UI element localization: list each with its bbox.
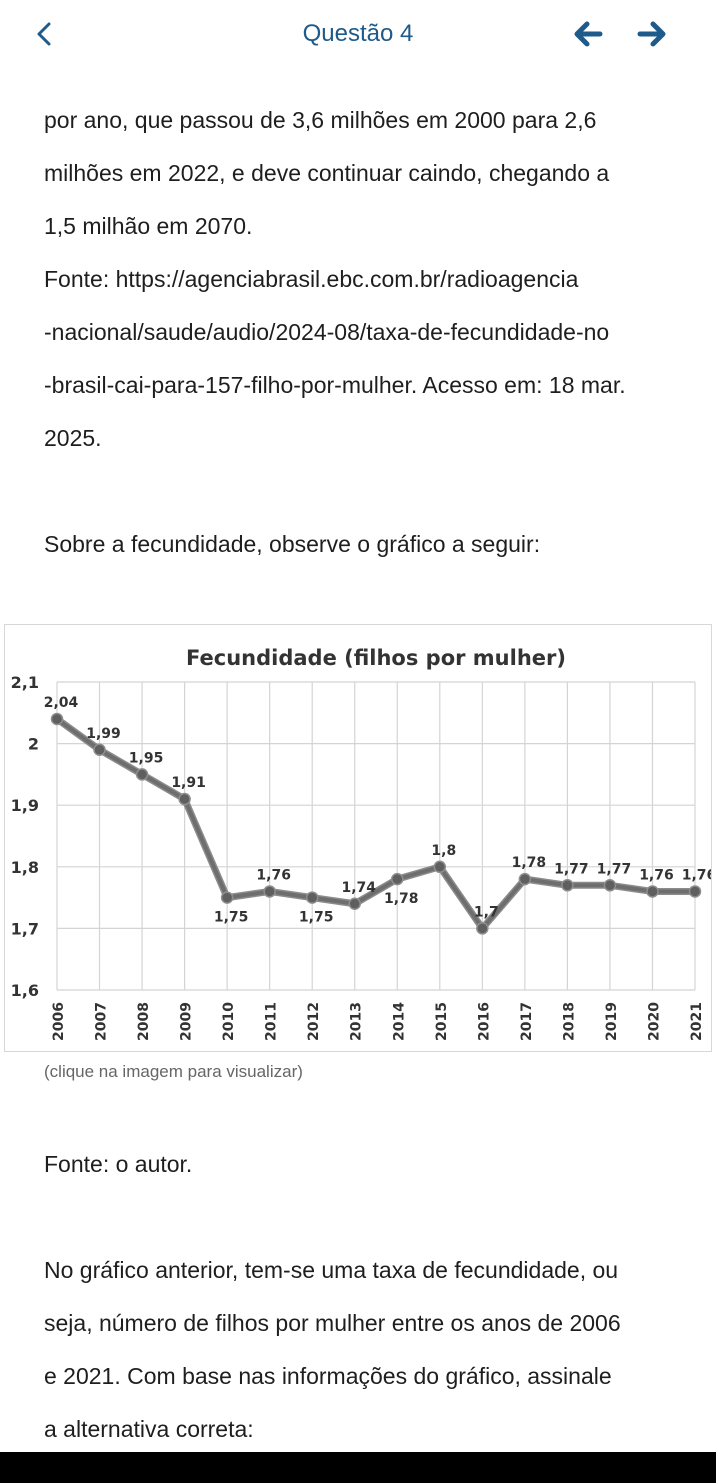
system-navigation-bar bbox=[0, 1452, 716, 1483]
data-point bbox=[476, 922, 489, 935]
back-button[interactable] bbox=[26, 16, 62, 52]
y-tick-label: 2 bbox=[28, 735, 39, 754]
data-point bbox=[561, 879, 574, 892]
data-label: 1,78 bbox=[384, 891, 419, 907]
data-point bbox=[263, 885, 276, 898]
x-tick-label: 2015 bbox=[434, 1002, 450, 1041]
data-label: 1,75 bbox=[214, 910, 249, 926]
data-label: 2,04 bbox=[44, 695, 79, 711]
x-tick-label: 2012 bbox=[306, 1002, 322, 1041]
series-line bbox=[55, 716, 697, 931]
data-label: 1,74 bbox=[341, 880, 376, 896]
x-tick-label: 2008 bbox=[136, 1002, 152, 1041]
data-label: 1,76 bbox=[682, 867, 711, 883]
prompt-text: Sobre a fecundidade, observe o gráfico a… bbox=[44, 531, 541, 557]
x-tick-label: 2020 bbox=[646, 1002, 662, 1041]
x-tick-label: 2018 bbox=[561, 1002, 577, 1041]
x-tick-label: 2007 bbox=[94, 1002, 110, 1041]
source-line: Fonte: https://agenciabrasil.ebc.com.br/… bbox=[44, 266, 579, 292]
chart-title: Fecundidade (filhos por mulher) bbox=[186, 646, 566, 670]
source-line: 2025. bbox=[44, 425, 102, 451]
data-point bbox=[433, 860, 447, 874]
data-label: 1,77 bbox=[554, 861, 589, 877]
next-question-button[interactable] bbox=[632, 16, 672, 52]
x-tick-label: 2013 bbox=[349, 1002, 365, 1041]
x-tick-label: 2014 bbox=[391, 1002, 407, 1041]
source-line: -nacional/saude/audio/2024-08/taxa-de-fe… bbox=[44, 319, 610, 345]
intro-line: por ano, que passou de 3,6 milhões em 20… bbox=[44, 107, 597, 133]
page-title: Questão 4 bbox=[302, 20, 414, 47]
data-point bbox=[50, 712, 64, 726]
x-tick-label: 2016 bbox=[476, 1002, 492, 1041]
fecundity-line-chart: Fecundidade (filhos por mulher) 1,6 1,7 1,8… bbox=[11, 646, 716, 1041]
data-point bbox=[391, 872, 404, 886]
x-tick-label: 2017 bbox=[519, 1002, 535, 1041]
data-point bbox=[688, 885, 702, 898]
data-label: 1,76 bbox=[639, 867, 674, 883]
y-tick-label: 1,8 bbox=[11, 858, 39, 877]
y-tick-label: 1,9 bbox=[11, 796, 39, 815]
x-tick-label: 2010 bbox=[221, 1002, 237, 1041]
chevron-left-icon bbox=[37, 22, 51, 46]
data-point bbox=[93, 743, 106, 757]
question-line: seja, número de filhos por mulher entre … bbox=[44, 1310, 621, 1336]
data-point bbox=[135, 768, 149, 781]
data-label: 1,77 bbox=[597, 861, 632, 877]
data-point bbox=[518, 872, 532, 886]
intro-line: milhões em 2022, e deve continuar caindo… bbox=[44, 160, 610, 186]
x-tick-label: 2009 bbox=[179, 1002, 195, 1041]
data-point bbox=[178, 792, 191, 806]
chart-image[interactable]: Fecundidade (filhos por mulher) 1,6 1,7 1,8… bbox=[4, 624, 716, 1052]
question-text: por ano, que passou de 3,6 milhões em 20… bbox=[44, 94, 680, 571]
source-line: -brasil-cai-para-157-filho-por-mulher. A… bbox=[44, 372, 626, 398]
data-label: 1,75 bbox=[299, 910, 334, 926]
y-tick-label: 1,6 bbox=[11, 981, 39, 1000]
y-tick-label: 2,1 bbox=[11, 673, 39, 692]
arrow-left-icon bbox=[574, 21, 603, 47]
question-prompt: No gráfico anterior, tem-se uma taxa de … bbox=[44, 1244, 684, 1456]
x-tick-label: 2011 bbox=[264, 1002, 280, 1041]
data-label: 1,99 bbox=[86, 726, 121, 742]
data-label: 1,76 bbox=[256, 867, 291, 883]
data-label: 1,91 bbox=[171, 775, 206, 791]
data-label: 1,95 bbox=[129, 750, 164, 766]
data-point bbox=[305, 891, 319, 904]
data-point bbox=[646, 885, 659, 898]
data-point bbox=[220, 891, 234, 904]
data-point bbox=[348, 897, 361, 911]
data-point bbox=[603, 879, 617, 892]
x-tick-label: 2019 bbox=[604, 1002, 620, 1041]
x-tick-label: 2021 bbox=[689, 1002, 705, 1041]
intro-line: 1,5 milhão em 2070. bbox=[44, 213, 253, 239]
question-line: e 2021. Com base nas informações do gráf… bbox=[44, 1363, 612, 1389]
question-line: a alternativa correta: bbox=[44, 1416, 254, 1442]
data-label: 1,78 bbox=[512, 855, 547, 871]
x-tick-label: 2006 bbox=[51, 1002, 67, 1041]
chart-caption: (clique na imagem para visualizar) bbox=[44, 1062, 303, 1081]
data-label: 1,8 bbox=[431, 843, 456, 859]
previous-question-button[interactable] bbox=[568, 16, 608, 52]
question-line: No gráfico anterior, tem-se uma taxa de … bbox=[44, 1257, 619, 1283]
y-tick-label: 1,7 bbox=[11, 919, 39, 938]
chart-source: Fonte: o autor. bbox=[44, 1151, 193, 1177]
data-label: 1,7 bbox=[474, 904, 499, 920]
top-bar: Questão 4 bbox=[0, 0, 716, 70]
arrow-right-icon bbox=[637, 21, 666, 47]
